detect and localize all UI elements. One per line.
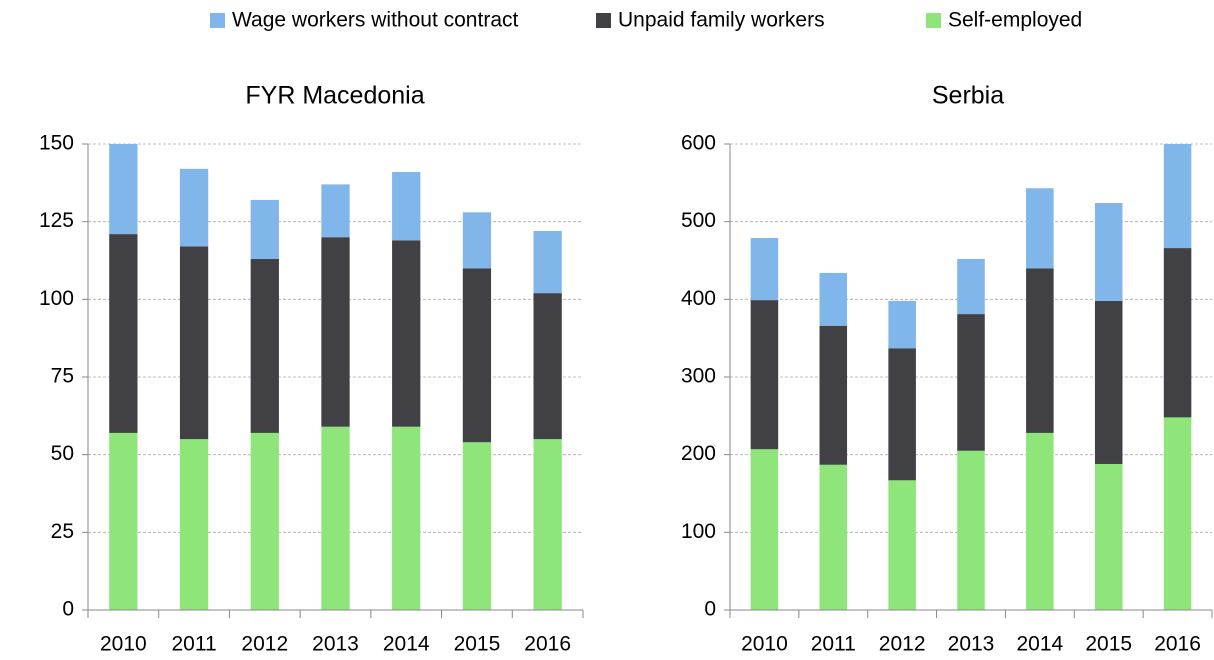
x-tick-label: 2016 — [524, 633, 571, 656]
y-tick-label: 0 — [704, 598, 716, 621]
bar-segment — [392, 171, 421, 241]
y-tick-label: 100 — [681, 520, 716, 543]
x-tick-label: 2015 — [1085, 633, 1132, 656]
bar-segment — [250, 199, 279, 259]
bar-segment — [250, 258, 279, 433]
y-tick-label: 0 — [62, 598, 74, 621]
bar-segment — [392, 240, 421, 427]
y-tick-label: 125 — [39, 209, 74, 232]
bar-segment — [957, 258, 985, 315]
bar-segment — [179, 168, 209, 247]
legend-swatch — [596, 13, 611, 28]
bar-segment — [888, 300, 916, 349]
bar-segment — [321, 237, 350, 427]
bar-segment — [1094, 300, 1123, 464]
y-tick-label: 600 — [681, 132, 716, 155]
x-tick-label: 2014 — [383, 633, 430, 656]
bar-segment — [819, 464, 848, 610]
bar-segment — [1094, 203, 1123, 301]
bar-segment — [462, 212, 492, 269]
x-tick-label: 2014 — [1016, 633, 1063, 656]
chart-title: Serbia — [932, 82, 1004, 110]
legend-label: Unpaid family workers — [618, 9, 825, 32]
bar-segment — [109, 144, 138, 235]
bar-segment — [750, 237, 779, 301]
x-tick-label: 2010 — [741, 633, 788, 656]
bar-segment — [250, 432, 279, 610]
bar-segment — [1094, 463, 1123, 610]
bar-segment — [533, 293, 562, 440]
bar-segment — [1163, 248, 1192, 418]
bar-segment — [179, 439, 209, 610]
bar-segment — [109, 432, 138, 610]
bar-segment — [888, 480, 916, 610]
y-tick-label: 200 — [681, 442, 716, 465]
bar-segment — [533, 230, 562, 294]
x-tick-label: 2013 — [948, 633, 995, 656]
bar-segment — [819, 325, 848, 465]
bar-segment — [179, 246, 209, 440]
bar-segment — [109, 234, 138, 433]
bar-segment — [533, 439, 562, 610]
legend-label: Wage workers without contract — [232, 9, 518, 32]
legend-swatch — [926, 13, 941, 28]
bar-segment — [888, 348, 916, 481]
y-tick-label: 150 — [39, 132, 74, 155]
x-tick-label: 2011 — [171, 633, 216, 656]
bar-segment — [1163, 417, 1192, 610]
y-tick-label: 75 — [51, 365, 74, 388]
y-tick-label: 300 — [681, 365, 716, 388]
y-tick-label: 50 — [51, 442, 74, 465]
y-tick-label: 500 — [681, 209, 716, 232]
bar-segment — [1026, 432, 1054, 610]
chart-title: FYR Macedonia — [245, 82, 424, 110]
bar-segment — [1026, 268, 1054, 433]
legend-label: Self-employed — [948, 9, 1082, 32]
bar-segment — [462, 442, 492, 610]
x-tick-label: 2015 — [454, 633, 501, 656]
bar-segment — [462, 268, 492, 443]
y-tick-label: 100 — [39, 287, 74, 310]
bar-segment — [321, 184, 350, 238]
bar-segment — [1163, 144, 1192, 249]
bar-segment — [957, 314, 985, 451]
x-tick-label: 2010 — [100, 633, 147, 656]
x-tick-label: 2016 — [1154, 633, 1201, 656]
bar-segment — [321, 426, 350, 610]
y-tick-label: 400 — [681, 287, 716, 310]
bar-segment — [819, 272, 848, 326]
bar-segment — [1026, 188, 1054, 269]
x-tick-label: 2012 — [241, 633, 288, 656]
bar-segment — [750, 300, 779, 450]
y-tick-label: 25 — [51, 520, 74, 543]
bar-segment — [392, 426, 421, 610]
x-tick-label: 2011 — [811, 633, 856, 656]
x-tick-label: 2012 — [879, 633, 926, 656]
legend-swatch — [210, 13, 225, 28]
bar-segment — [957, 450, 985, 610]
bar-segment — [750, 449, 779, 610]
x-tick-label: 2013 — [312, 633, 359, 656]
